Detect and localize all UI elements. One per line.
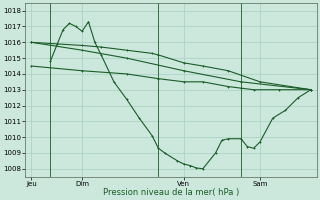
X-axis label: Pression niveau de la mer( hPa ): Pression niveau de la mer( hPa ) <box>103 188 239 197</box>
